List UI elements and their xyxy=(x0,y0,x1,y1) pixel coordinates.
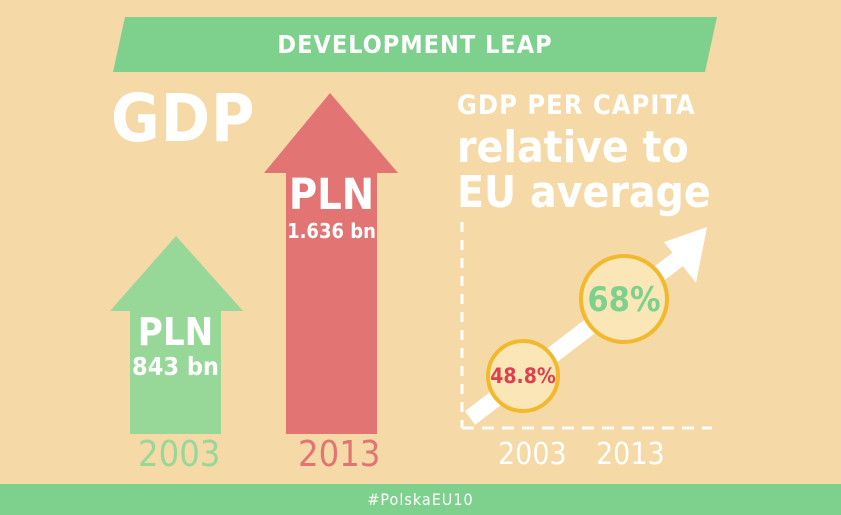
gdp-2003-arrow xyxy=(110,236,243,434)
point-2003-circle xyxy=(486,339,560,413)
right-year-2003: 2003 xyxy=(498,437,567,472)
banner-title: DEVELOPMENT LEAP xyxy=(277,30,553,59)
gdp-2013-arrow xyxy=(264,93,398,434)
point-2013-label: 68% xyxy=(587,280,661,320)
point-2003-label: 48.8% xyxy=(490,364,556,388)
right-title-line2: relative to xyxy=(457,122,689,173)
footer-hashtag: #PolskaEU10 xyxy=(0,484,841,515)
bar-2013-currency: PLN xyxy=(288,170,375,220)
bar-2013-year: 2013 xyxy=(298,434,381,475)
gdp-title: GDP xyxy=(111,80,256,157)
banner-shape xyxy=(113,17,717,72)
bar-2013-value: 1.636 bn xyxy=(287,219,376,243)
right-title-line3: EU average xyxy=(457,167,711,218)
right-title-line1: GDP PER CAPITA xyxy=(457,90,696,121)
bar-2003-value: 843 bn xyxy=(132,352,219,381)
bar-2003-year: 2003 xyxy=(138,434,221,475)
point-2013-circle xyxy=(579,254,669,344)
bar-2003-currency: PLN xyxy=(137,310,214,354)
right-year-2013: 2013 xyxy=(596,437,665,472)
trend-arrow-head xyxy=(664,227,707,283)
